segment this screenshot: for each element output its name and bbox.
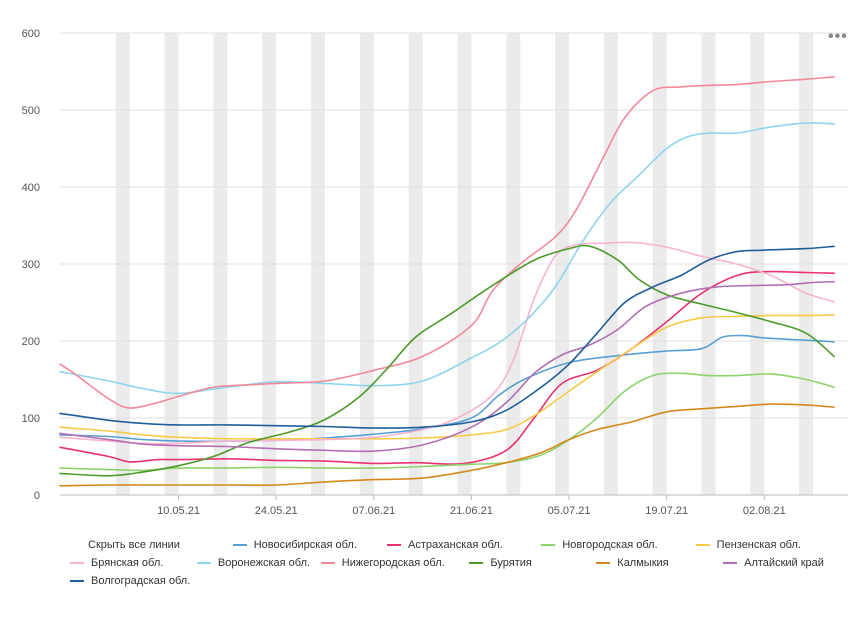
legend-swatch [596, 562, 611, 564]
x-tick-label: 02.08.21 [743, 505, 786, 517]
legend-swatch [70, 580, 84, 582]
y-tick-label: 600 [22, 28, 40, 40]
legend-item[interactable]: Волгоградская обл. [70, 575, 230, 587]
legend-label: Бурятия [490, 557, 532, 569]
series-line-8[interactable] [59, 403, 835, 487]
legend-item[interactable]: Пензенская обл. [695, 539, 850, 551]
legend-label: Пензенская обл. [716, 539, 801, 551]
series-line-10[interactable] [59, 245, 835, 429]
y-tick-label: 200 [22, 336, 40, 348]
legend-item[interactable]: Новосибирская обл. [232, 539, 387, 551]
legend-label: Брянская обл. [91, 557, 164, 569]
legend-label: Калмыкия [617, 557, 669, 569]
x-tick-label: 05.07.21 [548, 505, 591, 517]
legend-row: Скрыть все линии Новосибирская обл. Астра… [70, 536, 850, 554]
legend: Скрыть все линии Новосибирская обл. Астра… [70, 536, 850, 590]
legend-item[interactable]: Воронежская обл. [196, 557, 321, 569]
legend-row: Брянская обл. Воронежская обл. Нижегородск… [70, 554, 850, 572]
legend-swatch [320, 562, 335, 564]
series-line-0[interactable] [59, 334, 835, 443]
legend-swatch [469, 562, 484, 564]
series-line-5[interactable] [59, 122, 835, 395]
series-line-1[interactable] [59, 270, 835, 465]
legend-label: Новгородская обл. [562, 539, 658, 551]
legend-item[interactable]: Калмыкия [596, 557, 723, 569]
legend-swatch [232, 544, 247, 546]
legend-row: Волгоградская обл. [70, 572, 850, 590]
hide-all-lines-button[interactable]: Скрыть все линии [88, 539, 180, 551]
legend-label: Новосибирская обл. [253, 539, 357, 551]
y-tick-label: 500 [22, 105, 40, 117]
x-tick-label: 19.07.21 [645, 505, 688, 517]
gridlines [60, 32, 848, 496]
x-tick-label: 24.05.21 [255, 505, 298, 517]
series-line-2[interactable] [59, 372, 835, 472]
y-tick-label: 400 [22, 182, 40, 194]
legend-swatch [196, 562, 211, 564]
x-axis-ticks: 10.05.21 24.05.21 07.06.21 21.06.21 05.07.21… [157, 495, 786, 517]
legend-item[interactable]: Алтайский край [723, 557, 850, 569]
series-line-7[interactable] [59, 244, 835, 477]
legend-label: Воронежская обл. [217, 557, 311, 569]
legend-item[interactable]: Бурятия [469, 557, 596, 569]
legend-swatch [695, 544, 710, 546]
legend-swatch [387, 544, 402, 546]
legend-item[interactable]: Нижегородская обл. [320, 557, 470, 569]
series-line-3[interactable] [59, 314, 835, 440]
more-options-icon[interactable]: ••• [828, 28, 848, 45]
x-tick-label: 21.06.21 [450, 505, 493, 517]
legend-swatch [723, 562, 738, 564]
legend-label: Алтайский край [744, 557, 824, 569]
legend-label: Астраханская обл. [408, 539, 503, 551]
y-tick-label: 100 [22, 413, 40, 425]
y-tick-label: 0 [34, 490, 40, 502]
legend-item[interactable]: Новгородская обл. [541, 539, 695, 551]
x-tick-label: 07.06.21 [352, 505, 395, 517]
x-tick-label: 10.05.21 [157, 505, 200, 517]
legend-item[interactable]: Астраханская обл. [387, 539, 541, 551]
series-line-9[interactable] [59, 280, 835, 453]
legend-item[interactable]: Брянская обл. [70, 557, 197, 569]
legend-swatch [70, 562, 84, 564]
y-axis-ticks: 0 100 200 300 400 500 600 [22, 28, 40, 502]
legend-label: Волгоградская обл. [91, 575, 191, 587]
legend-label: Нижегородская обл. [341, 557, 445, 569]
legend-swatch [541, 544, 556, 546]
y-tick-label: 300 [22, 259, 40, 271]
series-lines [59, 76, 835, 487]
line-chart: 0 100 200 300 400 500 600 10.05.21 24.05.21 07.0… [22, 28, 848, 517]
series-line-6[interactable] [59, 76, 835, 409]
